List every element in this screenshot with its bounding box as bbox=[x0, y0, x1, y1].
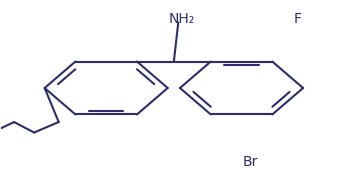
Text: F: F bbox=[294, 12, 302, 26]
Text: Br: Br bbox=[243, 155, 258, 169]
Text: NH₂: NH₂ bbox=[169, 12, 195, 26]
